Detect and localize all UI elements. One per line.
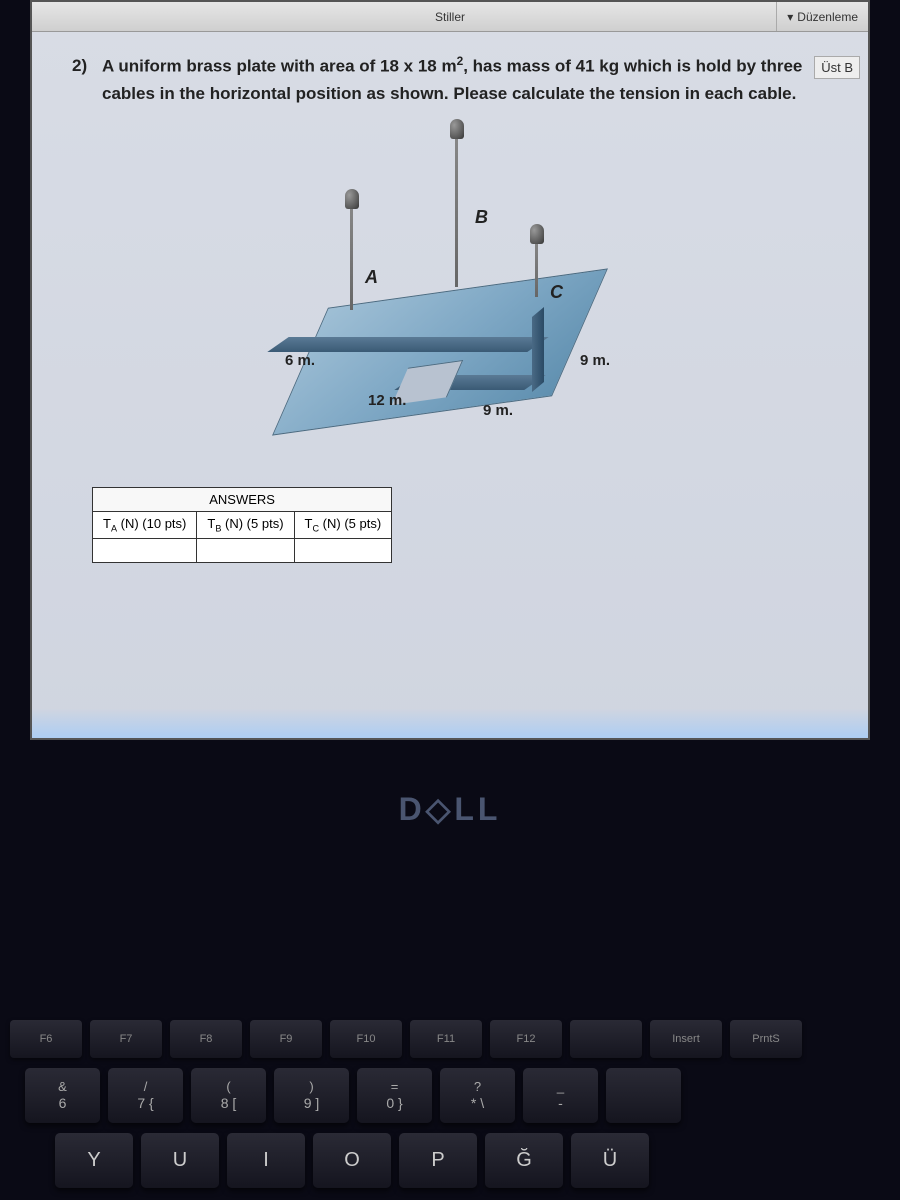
key-f12[interactable]: F12	[490, 1020, 562, 1058]
label-b: B	[475, 207, 488, 228]
question-text: 2) A uniform brass plate with area of 18…	[72, 52, 828, 107]
key-f6[interactable]: F6	[10, 1020, 82, 1058]
laptop-keyboard: F6F7F8F9F10F11F12 InsertPrntS &6/7 {(8 [)…	[0, 1020, 900, 1200]
number-key-row: &6/7 {(8 [)9 ]=0 }?* \_-	[0, 1068, 900, 1123]
word-toolbar: Stiller ▾ Düzenleme	[32, 2, 868, 32]
key-6[interactable]: &6	[25, 1068, 100, 1123]
key-insert[interactable]: Insert	[650, 1020, 722, 1058]
cable-a	[350, 202, 353, 310]
key-f8[interactable]: F8	[170, 1020, 242, 1058]
key-u[interactable]: U	[141, 1133, 219, 1188]
key-*[interactable]: ?* \	[440, 1068, 515, 1123]
laptop-brand-logo: D◇LL	[399, 790, 502, 828]
col-ta: TA (N) (10 pts)	[93, 512, 197, 539]
key-f7[interactable]: F7	[90, 1020, 162, 1058]
dim-6m: 6 m.	[285, 352, 315, 369]
key-0[interactable]: =0 }	[357, 1068, 432, 1123]
key-8[interactable]: (8 [	[191, 1068, 266, 1123]
key-f10[interactable]: F10	[330, 1020, 402, 1058]
answers-table: ANSWERS TA (N) (10 pts) TB (N) (5 pts) T…	[92, 487, 392, 563]
toolbar-edit-button[interactable]: ▾ Düzenleme	[776, 2, 868, 31]
label-c: C	[550, 282, 563, 303]
answers-title: ANSWERS	[93, 488, 392, 512]
dim-12m: 12 m.	[368, 392, 406, 409]
key--[interactable]: _-	[523, 1068, 598, 1123]
dim-9m-right: 9 m.	[580, 352, 610, 369]
monitor-screen: Stiller ▾ Düzenleme Üst B 2) A uniform b…	[30, 0, 870, 740]
document-content: 2) A uniform brass plate with area of 18…	[32, 32, 868, 583]
attachment-c	[530, 224, 544, 244]
label-a: A	[365, 267, 378, 288]
ans-ta	[93, 538, 197, 562]
function-key-row: F6F7F8F9F10F11F12 InsertPrntS	[0, 1020, 900, 1058]
key-9[interactable]: )9 ]	[274, 1068, 349, 1123]
key-f9[interactable]: F9	[250, 1020, 322, 1058]
key-blank[interactable]	[606, 1068, 681, 1123]
plate-front-face	[267, 337, 548, 352]
screen-bottom-glow	[32, 708, 868, 738]
toolbar-edit-label: Düzenleme	[797, 10, 858, 24]
key-i[interactable]: I	[227, 1133, 305, 1188]
attachment-b	[450, 119, 464, 139]
key-ü[interactable]: Ü	[571, 1133, 649, 1188]
col-tb: TB (N) (5 pts)	[197, 512, 294, 539]
dim-9m-front: 9 m.	[483, 402, 513, 419]
plate-right-face	[532, 307, 544, 392]
key-blank[interactable]	[570, 1020, 642, 1058]
dropdown-icon: ▾	[787, 10, 793, 24]
cable-b	[455, 132, 458, 287]
question-part1: A uniform brass plate with area of 18 x …	[102, 57, 457, 76]
key-f11[interactable]: F11	[410, 1020, 482, 1058]
letter-key-row: YUIOPĞÜ	[0, 1133, 900, 1188]
cable-c	[535, 237, 538, 297]
key-ğ[interactable]: Ğ	[485, 1133, 563, 1188]
attachment-a	[345, 189, 359, 209]
key-y[interactable]: Y	[55, 1133, 133, 1188]
key-p[interactable]: P	[399, 1133, 477, 1188]
ans-tc	[294, 538, 392, 562]
plate-diagram: A B C 6 m. 12 m. 9 m. 9 m.	[250, 127, 650, 457]
col-tc: TC (N) (5 pts)	[294, 512, 392, 539]
key-o[interactable]: O	[313, 1133, 391, 1188]
key-7[interactable]: /7 {	[108, 1068, 183, 1123]
question-number: 2)	[72, 52, 87, 79]
key-prnts[interactable]: PrntS	[730, 1020, 802, 1058]
toolbar-styles-label[interactable]: Stiller	[435, 10, 465, 24]
ans-tb	[197, 538, 294, 562]
